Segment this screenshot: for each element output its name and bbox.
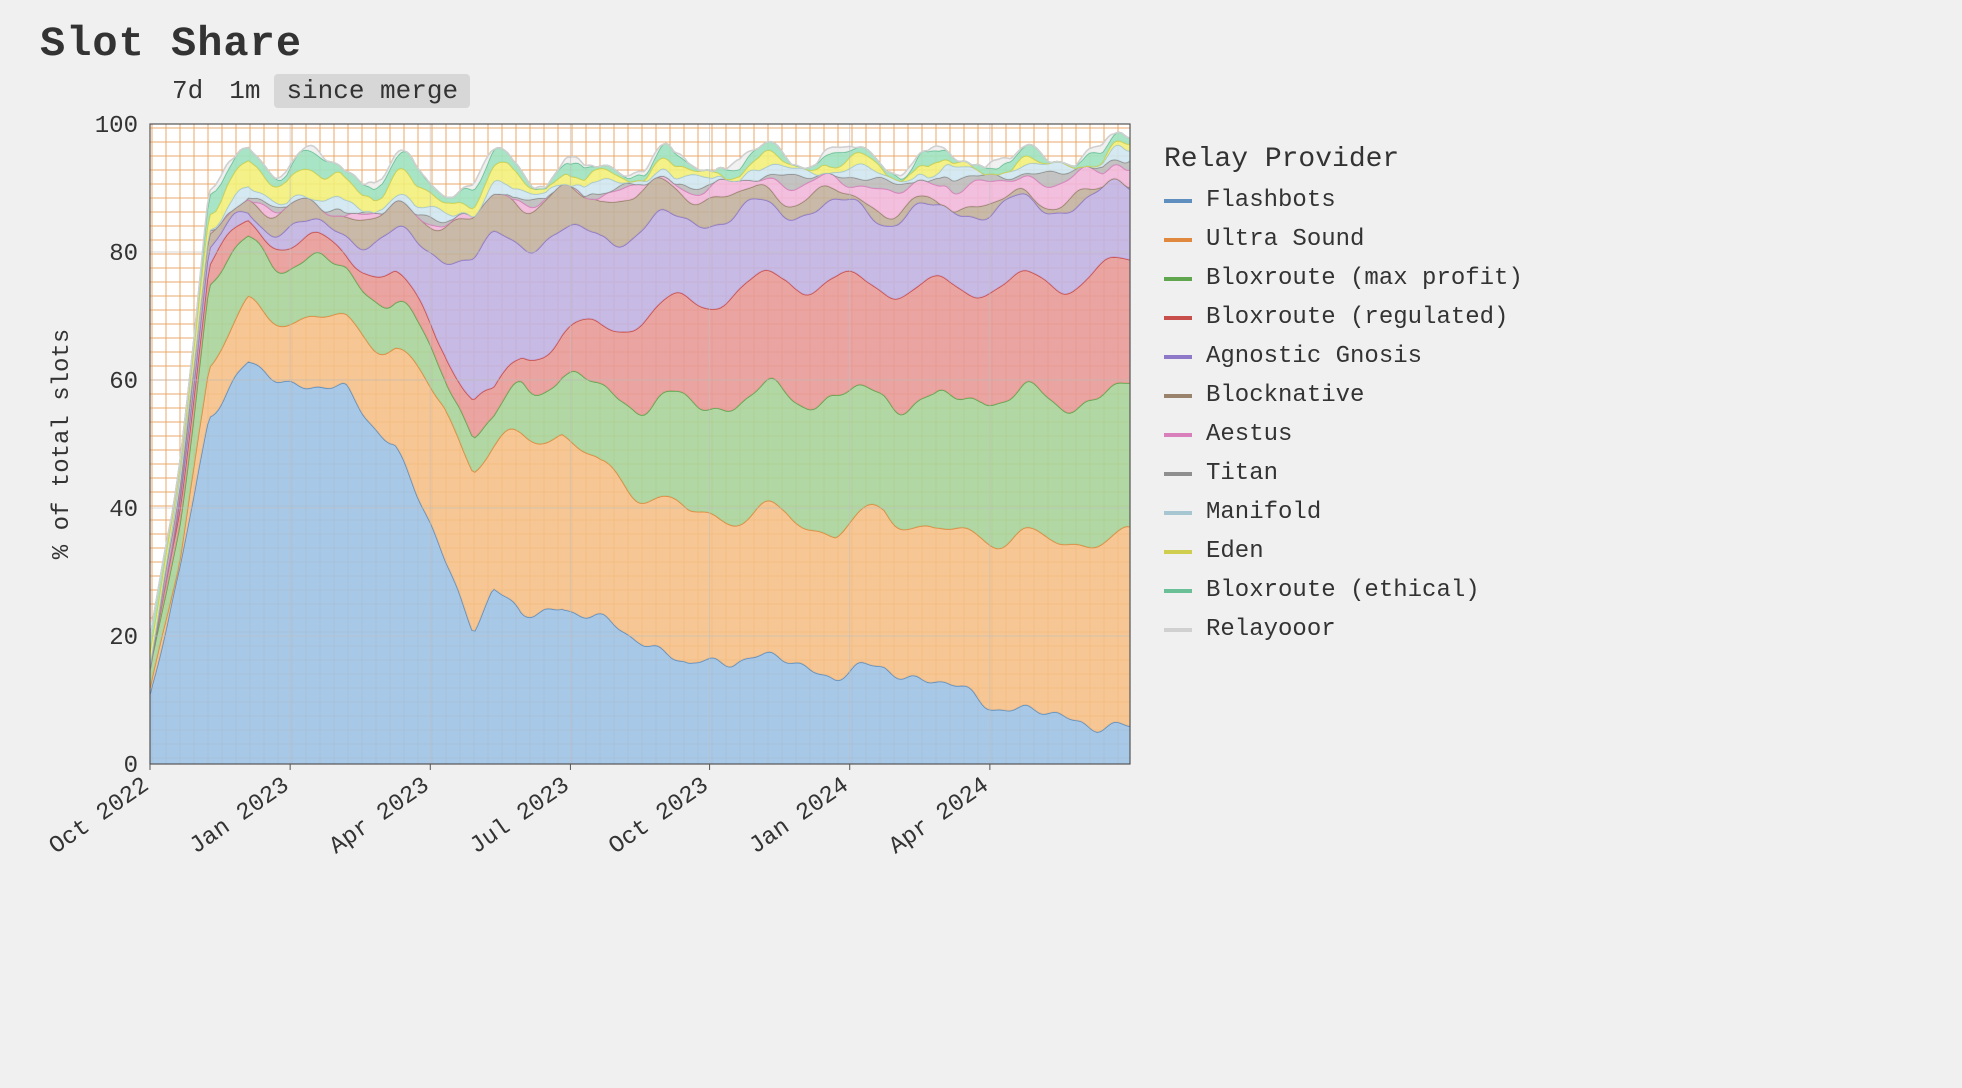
legend-swatch [1164, 316, 1192, 320]
legend: Relay Provider Flashbots Ultra Sound Bloxr… [1164, 144, 1523, 655]
xtick-label: Jan 2023 [185, 772, 295, 860]
legend-label: Aestus [1206, 421, 1292, 448]
legend-label: Ultra Sound [1206, 226, 1364, 253]
legend-label: Bloxroute (max profit) [1206, 265, 1523, 292]
legend-label: Bloxroute (regulated) [1206, 304, 1508, 331]
chart-title: Slot Share [40, 20, 1922, 68]
legend-label: Bloxroute (ethical) [1206, 577, 1480, 604]
slot-share-chart: 020406080100Oct 2022Jan 2023Apr 2023Jul … [40, 114, 1140, 874]
legend-label: Flashbots [1206, 187, 1336, 214]
legend-item-ultra_sound[interactable]: Ultra Sound [1164, 226, 1523, 253]
xtick-label: Oct 2023 [604, 772, 714, 860]
legend-swatch [1164, 589, 1192, 593]
legend-label: Eden [1206, 538, 1264, 565]
legend-swatch [1164, 394, 1192, 398]
legend-label: Titan [1206, 460, 1278, 487]
legend-label: Manifold [1206, 499, 1321, 526]
legend-item-bloxroute_reg[interactable]: Bloxroute (regulated) [1164, 304, 1523, 331]
legend-item-agnostic[interactable]: Agnostic Gnosis [1164, 343, 1523, 370]
legend-item-blocknative[interactable]: Blocknative [1164, 382, 1523, 409]
xtick-label: Apr 2023 [325, 772, 435, 860]
legend-swatch [1164, 472, 1192, 476]
legend-item-titan[interactable]: Titan [1164, 460, 1523, 487]
legend-item-eden[interactable]: Eden [1164, 538, 1523, 565]
legend-swatch [1164, 550, 1192, 554]
legend-swatch [1164, 355, 1192, 359]
y-axis-label: % of total slots [49, 329, 76, 559]
legend-label: Relayooor [1206, 616, 1336, 643]
xtick-label: Apr 2024 [885, 772, 995, 860]
legend-swatch [1164, 238, 1192, 242]
legend-item-relayooor[interactable]: Relayooor [1164, 616, 1523, 643]
tab-since-merge[interactable]: since merge [274, 74, 470, 108]
legend-item-aestus[interactable]: Aestus [1164, 421, 1523, 448]
legend-label: Agnostic Gnosis [1206, 343, 1422, 370]
legend-swatch [1164, 277, 1192, 281]
tab-1m[interactable]: 1m [217, 74, 272, 108]
ytick-label: 20 [109, 625, 138, 652]
legend-swatch [1164, 433, 1192, 437]
ytick-label: 40 [109, 497, 138, 524]
legend-item-bloxroute_max[interactable]: Bloxroute (max profit) [1164, 265, 1523, 292]
ytick-label: 100 [95, 114, 138, 140]
legend-swatch [1164, 511, 1192, 515]
time-range-tabs: 7d1msince merge [160, 74, 1922, 108]
legend-item-bloxroute_eth[interactable]: Bloxroute (ethical) [1164, 577, 1523, 604]
ytick-label: 80 [109, 241, 138, 268]
legend-swatch [1164, 628, 1192, 632]
tab-7d[interactable]: 7d [160, 74, 215, 108]
ytick-label: 60 [109, 369, 138, 396]
legend-swatch [1164, 199, 1192, 203]
xtick-label: Jul 2023 [465, 772, 575, 860]
xtick-label: Oct 2022 [45, 772, 155, 860]
xtick-label: Jan 2024 [744, 772, 854, 860]
legend-title: Relay Provider [1164, 144, 1523, 175]
legend-label: Blocknative [1206, 382, 1364, 409]
legend-item-flashbots[interactable]: Flashbots [1164, 187, 1523, 214]
legend-item-manifold[interactable]: Manifold [1164, 499, 1523, 526]
